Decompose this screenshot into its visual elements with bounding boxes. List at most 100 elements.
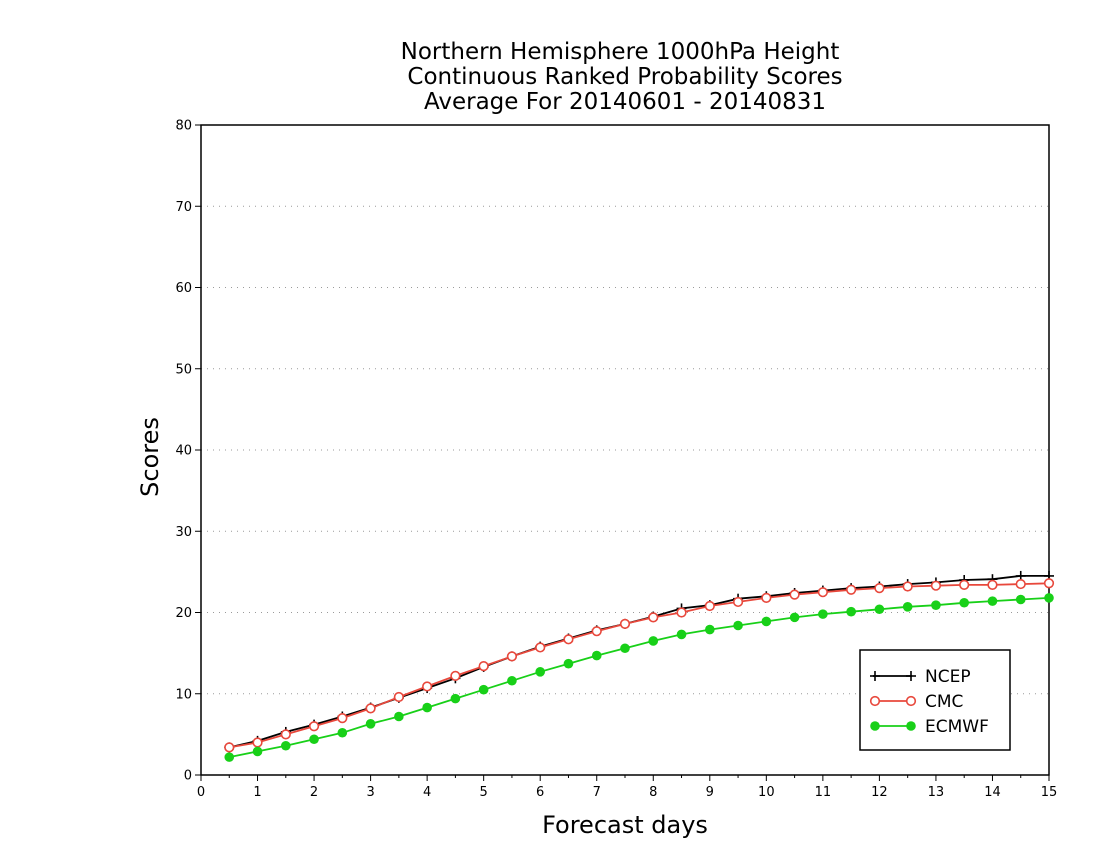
ecmwf-point xyxy=(931,600,941,610)
ecmwf-point xyxy=(705,624,715,635)
ecmwf-point xyxy=(987,596,998,606)
cmc-point xyxy=(506,651,518,662)
legend-label: CMC xyxy=(925,692,963,712)
ecmwf-point xyxy=(450,693,461,704)
ecmwf-point xyxy=(422,702,432,713)
x-axis-title: Forecast days xyxy=(542,811,708,839)
x-tick-label: 3 xyxy=(366,785,374,800)
legend-item-ecmwf: ECMWF xyxy=(870,717,989,737)
ecmwf-point xyxy=(535,667,545,677)
cmc-point xyxy=(874,583,885,594)
cmc-point xyxy=(252,737,263,748)
x-tick-label: 1 xyxy=(253,785,261,800)
chart-title-line-1: Northern Hemisphere 1000hPa Height xyxy=(401,39,840,65)
ecmwf-point xyxy=(620,643,630,654)
ecmwf-point xyxy=(676,629,687,640)
cmc-point xyxy=(563,634,574,645)
y-axis-title: Scores xyxy=(136,417,164,497)
ecmwf-point xyxy=(648,636,659,646)
ecmwf-point xyxy=(959,597,969,608)
y-tick-label: 30 xyxy=(175,525,192,540)
x-tick-label: 10 xyxy=(758,785,775,800)
y-tick-label: 10 xyxy=(175,687,192,702)
x-tick-label: 2 xyxy=(310,785,318,800)
cmc-point xyxy=(732,596,744,608)
x-tick-label: 14 xyxy=(984,785,1001,800)
cmc-point xyxy=(224,742,235,753)
x-tick-label: 4 xyxy=(423,785,431,800)
ecmwf-point xyxy=(478,684,489,695)
y-tick-label: 50 xyxy=(175,362,192,377)
cmc-point xyxy=(280,729,291,740)
cmc-point xyxy=(393,691,404,703)
ecmwf-point xyxy=(309,734,319,745)
legend-marker xyxy=(870,671,880,681)
chart-title-line-3: Average For 20140601 - 20140831 xyxy=(424,89,826,115)
x-tick-label: 7 xyxy=(593,785,601,800)
x-tick-label: 11 xyxy=(815,785,832,800)
ecmwf-point xyxy=(1015,594,1026,605)
ecmwf-point xyxy=(563,658,574,669)
ecmwf-point xyxy=(252,746,263,757)
y-tick-label: 20 xyxy=(175,606,192,621)
cmc-point xyxy=(450,670,461,681)
cmc-point xyxy=(987,579,998,590)
x-tick-label: 12 xyxy=(871,785,888,800)
legend-marker xyxy=(869,695,881,707)
ecmwf-point xyxy=(846,606,856,617)
cmc-point xyxy=(789,589,800,600)
cmc-point xyxy=(535,642,546,653)
ecmwf-point xyxy=(733,620,743,631)
cmc-point xyxy=(1015,578,1026,590)
series-cmc xyxy=(224,578,1055,753)
legend-box xyxy=(859,649,1011,751)
cmc-point xyxy=(422,681,433,692)
ecmwf-point xyxy=(1044,593,1054,603)
cmc-point xyxy=(365,703,376,714)
series-ecmwf xyxy=(224,593,1054,762)
cmc-point xyxy=(648,612,659,623)
legend-label: NCEP xyxy=(925,667,971,687)
cmc-point xyxy=(817,587,828,598)
cmc-point xyxy=(1043,578,1055,589)
cmc-point xyxy=(846,584,857,595)
x-tick-label: 5 xyxy=(480,785,488,800)
legend-item-ncep: NCEP xyxy=(870,667,971,687)
cmc-point xyxy=(761,592,772,603)
cmc-point xyxy=(930,580,942,591)
x-tick-label: 8 xyxy=(649,785,657,800)
legend-items: NCEP CMC ECMWF xyxy=(869,667,989,737)
legend-marker xyxy=(906,671,916,681)
ecmwf-point xyxy=(789,612,800,623)
x-tick-label: 9 xyxy=(706,785,714,800)
y-tick-label: 0 xyxy=(184,769,192,784)
ecmwf-point xyxy=(365,719,376,729)
cmc-point xyxy=(902,581,913,592)
ecmwf-point xyxy=(874,604,885,615)
ecmwf-point xyxy=(591,650,602,661)
y-tick-label: 40 xyxy=(175,444,192,459)
y-tick-label: 70 xyxy=(175,200,192,215)
ecmwf-point xyxy=(902,602,913,612)
ecmwf-point xyxy=(818,609,828,619)
cmc-point xyxy=(337,713,348,724)
cmc-point xyxy=(704,600,715,612)
ecmwf-point xyxy=(281,740,291,751)
cmc-point xyxy=(619,618,631,629)
legend-item-cmc: CMC xyxy=(869,692,963,712)
cmc-point xyxy=(959,579,970,590)
cmc-point xyxy=(591,626,602,637)
y-tick-label: 60 xyxy=(175,281,192,296)
cmc-point xyxy=(478,661,489,672)
legend-marker xyxy=(870,721,880,731)
ecmwf-point xyxy=(761,616,772,627)
x-tick-label: 0 xyxy=(197,785,205,800)
ecmwf-point xyxy=(337,727,348,738)
x-tick-label: 6 xyxy=(536,785,544,800)
legend-label: ECMWF xyxy=(925,717,989,737)
legend: NCEP CMC ECMWF xyxy=(859,649,1011,751)
x-tick-label: 13 xyxy=(928,785,945,800)
x-tick-label: 15 xyxy=(1041,785,1058,800)
